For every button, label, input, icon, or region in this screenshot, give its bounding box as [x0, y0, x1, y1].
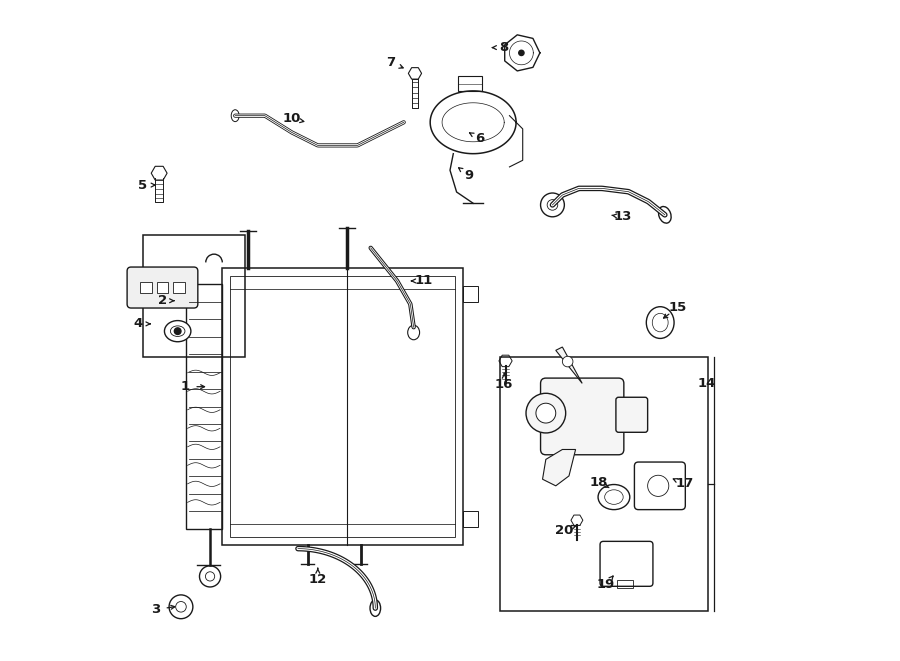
Circle shape	[518, 50, 524, 56]
Text: 3: 3	[151, 603, 160, 616]
Bar	[458, 77, 482, 91]
Text: 7: 7	[386, 56, 395, 69]
Text: 9: 9	[464, 169, 473, 182]
Bar	[464, 511, 478, 527]
Text: 10: 10	[283, 112, 301, 126]
Circle shape	[562, 356, 573, 367]
Ellipse shape	[598, 485, 630, 510]
Ellipse shape	[646, 307, 674, 338]
Text: 18: 18	[590, 476, 608, 489]
Text: 16: 16	[495, 378, 513, 391]
Bar	[464, 286, 478, 302]
Ellipse shape	[659, 206, 671, 223]
Circle shape	[169, 595, 193, 619]
Circle shape	[541, 193, 564, 217]
Bar	[157, 282, 168, 293]
Bar	[142, 235, 245, 357]
FancyBboxPatch shape	[541, 378, 624, 455]
Text: 15: 15	[669, 301, 688, 314]
Text: 6: 6	[475, 132, 484, 145]
FancyBboxPatch shape	[600, 541, 652, 586]
Circle shape	[526, 393, 566, 433]
Ellipse shape	[370, 600, 381, 616]
Text: 2: 2	[158, 294, 167, 307]
Bar	[140, 282, 152, 293]
Bar	[500, 357, 707, 611]
Bar	[616, 580, 633, 588]
Text: 8: 8	[500, 41, 508, 54]
Text: 4: 4	[133, 317, 142, 330]
Text: 13: 13	[614, 210, 633, 223]
Text: 11: 11	[414, 274, 433, 288]
Bar	[173, 282, 184, 293]
Text: 17: 17	[676, 477, 694, 490]
FancyBboxPatch shape	[127, 267, 198, 308]
Bar	[230, 276, 455, 537]
Bar	[185, 284, 222, 529]
Text: 1: 1	[181, 380, 190, 393]
Ellipse shape	[165, 321, 191, 342]
Bar	[222, 268, 464, 545]
FancyBboxPatch shape	[616, 397, 648, 432]
Ellipse shape	[231, 110, 239, 122]
Polygon shape	[543, 449, 576, 486]
Text: 5: 5	[138, 178, 148, 192]
Text: 19: 19	[596, 578, 615, 592]
Text: 14: 14	[698, 377, 716, 390]
Circle shape	[536, 403, 556, 423]
Ellipse shape	[408, 325, 419, 340]
Circle shape	[175, 328, 181, 334]
Text: 20: 20	[554, 524, 573, 537]
Polygon shape	[556, 347, 582, 383]
Text: 12: 12	[309, 573, 327, 586]
FancyBboxPatch shape	[634, 462, 685, 510]
